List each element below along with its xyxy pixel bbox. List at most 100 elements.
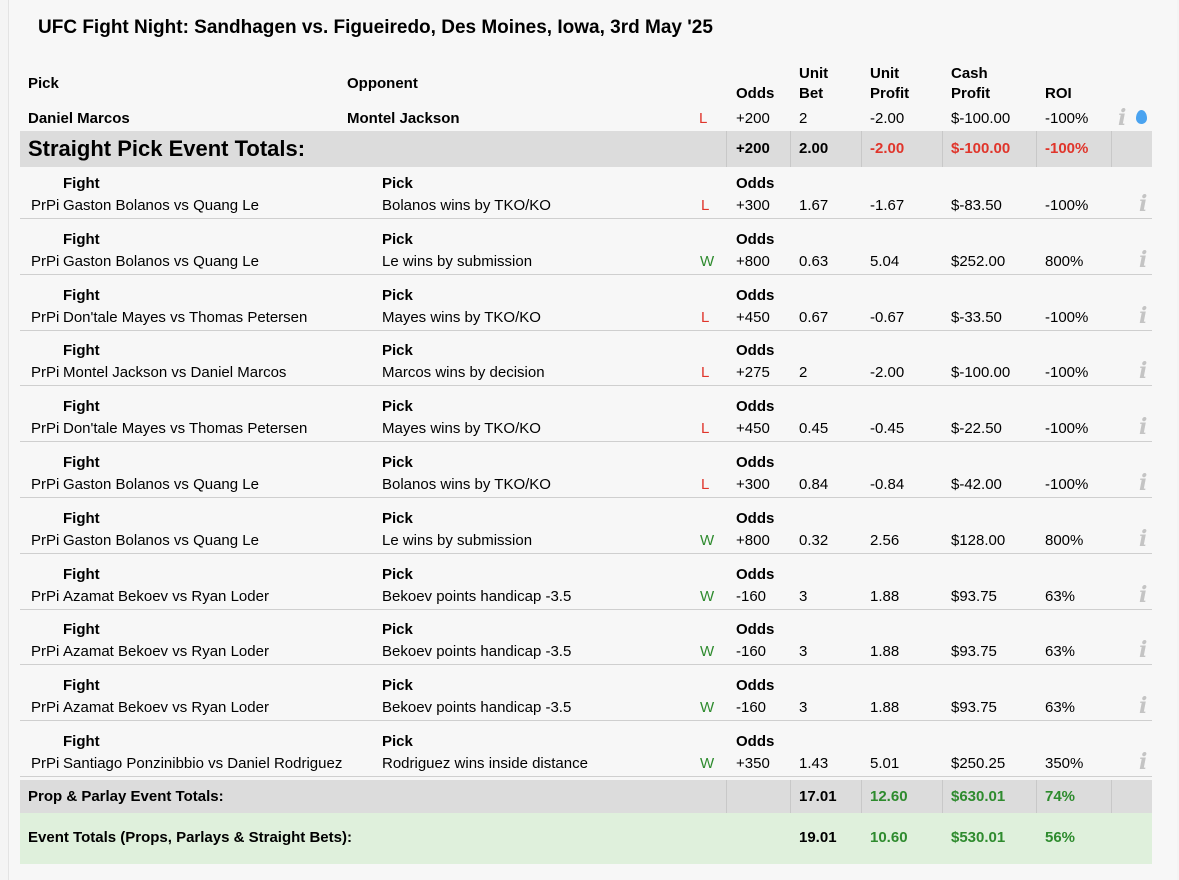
event-title: UFC Fight Night: Sandhagen vs. Figueired… bbox=[38, 17, 713, 38]
column-divider bbox=[1111, 131, 1112, 167]
straight-opponent-name: Montel Jackson bbox=[347, 110, 460, 127]
row-divider bbox=[20, 609, 1152, 610]
info-icon[interactable]: i bbox=[1139, 247, 1148, 273]
event-totals-roi: 56% bbox=[1045, 829, 1076, 846]
prop-odds: -160 bbox=[736, 643, 767, 660]
prop-unit-profit: -2.00 bbox=[870, 364, 905, 381]
prop-fight: Gaston Bolanos vs Quang Le bbox=[63, 476, 259, 493]
column-divider bbox=[726, 131, 727, 167]
prop-roi: 63% bbox=[1045, 699, 1076, 716]
prop-pick: Bekoev points handicap -3.5 bbox=[382, 643, 572, 660]
prop-unit-bet: 3 bbox=[799, 699, 808, 716]
info-icon[interactable]: i bbox=[1139, 582, 1148, 608]
header-opponent: Opponent bbox=[347, 75, 418, 92]
prop-header-fight: Fight bbox=[63, 677, 100, 694]
header-cash-profit-top: Cash bbox=[951, 65, 988, 82]
prop-header-odds: Odds bbox=[736, 510, 775, 527]
row-divider bbox=[20, 776, 1152, 777]
info-icon[interactable]: i bbox=[1139, 526, 1148, 552]
prop-pick: Bolanos wins by TKO/KO bbox=[382, 476, 551, 493]
info-icon[interactable]: i bbox=[1139, 749, 1148, 775]
prop-header-odds: Odds bbox=[736, 677, 775, 694]
row-divider bbox=[20, 664, 1152, 665]
row-divider bbox=[20, 218, 1152, 219]
prop-unit-profit: 1.88 bbox=[870, 643, 900, 660]
info-icon[interactable]: i bbox=[1139, 637, 1148, 663]
prop-odds: +800 bbox=[736, 253, 770, 270]
prop-fight: Azamat Bekoev vs Ryan Loder bbox=[63, 699, 269, 716]
prop-odds: -160 bbox=[736, 588, 767, 605]
header-pick: Pick bbox=[28, 75, 59, 92]
prop-cash-profit: $128.00 bbox=[951, 532, 1006, 549]
column-divider bbox=[790, 131, 791, 167]
info-icon[interactable]: i bbox=[1118, 105, 1127, 131]
prop-header-pick: Pick bbox=[382, 510, 413, 527]
event-totals-unit-profit: 10.60 bbox=[870, 829, 908, 846]
info-icon[interactable]: i bbox=[1139, 693, 1148, 719]
prop-result: W bbox=[700, 253, 715, 270]
prop-cash-profit: $250.25 bbox=[951, 755, 1006, 772]
header-odds: Odds bbox=[736, 85, 775, 102]
prop-result: W bbox=[700, 643, 715, 660]
prop-pick: Mayes wins by TKO/KO bbox=[382, 420, 541, 437]
prop-unit-profit: 1.88 bbox=[870, 699, 900, 716]
water-drop-icon[interactable] bbox=[1136, 110, 1147, 124]
prop-cash-profit: $-22.50 bbox=[951, 420, 1002, 437]
info-icon[interactable]: i bbox=[1139, 470, 1148, 496]
column-divider bbox=[1036, 131, 1037, 167]
straight-totals-unit-bet: 2.00 bbox=[799, 140, 829, 157]
prop-prefix: PrPi bbox=[31, 364, 60, 381]
prop-unit-profit: 5.04 bbox=[870, 253, 900, 270]
prop-prefix: PrPi bbox=[31, 755, 60, 772]
prop-totals-label: Prop & Parlay Event Totals: bbox=[28, 788, 224, 805]
prop-result: L bbox=[701, 309, 710, 326]
prop-roi: -100% bbox=[1045, 364, 1089, 381]
prop-cash-profit: $93.75 bbox=[951, 699, 997, 716]
prop-fight: Gaston Bolanos vs Quang Le bbox=[63, 253, 259, 270]
prop-header-fight: Fight bbox=[63, 398, 100, 415]
prop-result: L bbox=[701, 197, 710, 214]
straight-totals-label: Straight Pick Event Totals: bbox=[28, 136, 306, 161]
info-icon[interactable]: i bbox=[1139, 414, 1148, 440]
prop-totals-unit-profit: 12.60 bbox=[870, 788, 908, 805]
row-divider bbox=[20, 330, 1152, 331]
prop-odds: +800 bbox=[736, 532, 770, 549]
prop-pick: Mayes wins by TKO/KO bbox=[382, 309, 541, 326]
straight-result: L bbox=[699, 110, 708, 127]
prop-result: W bbox=[700, 532, 715, 549]
prop-header-odds: Odds bbox=[736, 733, 775, 750]
straight-unit-bet: 2 bbox=[799, 110, 808, 127]
column-divider bbox=[942, 131, 943, 167]
prop-roi: -100% bbox=[1045, 197, 1089, 214]
prop-odds: +350 bbox=[736, 755, 770, 772]
prop-result: W bbox=[700, 588, 715, 605]
column-divider bbox=[1111, 780, 1112, 813]
prop-odds: +450 bbox=[736, 420, 770, 437]
prop-totals-roi: 74% bbox=[1045, 788, 1076, 805]
header-unit-bet-bottom: Bet bbox=[799, 85, 824, 102]
prop-odds: +450 bbox=[736, 309, 770, 326]
prop-header-odds: Odds bbox=[736, 287, 775, 304]
prop-header-fight: Fight bbox=[63, 621, 100, 638]
prop-prefix: PrPi bbox=[31, 197, 60, 214]
row-divider bbox=[20, 553, 1152, 554]
prop-result: L bbox=[701, 420, 710, 437]
prop-pick: Bekoev points handicap -3.5 bbox=[382, 699, 572, 716]
prop-roi: 63% bbox=[1045, 588, 1076, 605]
info-icon[interactable]: i bbox=[1139, 303, 1148, 329]
prop-pick: Rodriguez wins inside distance bbox=[382, 755, 588, 772]
straight-totals-cash-profit: $-100.00 bbox=[951, 140, 1011, 157]
prop-header-fight: Fight bbox=[63, 454, 100, 471]
prop-header-pick: Pick bbox=[382, 287, 413, 304]
prop-unit-bet: 0.32 bbox=[799, 532, 829, 549]
prop-header-pick: Pick bbox=[382, 175, 413, 192]
info-icon[interactable]: i bbox=[1139, 358, 1148, 384]
prop-unit-profit: -0.84 bbox=[870, 476, 905, 493]
column-divider bbox=[790, 780, 791, 813]
prop-header-odds: Odds bbox=[736, 342, 775, 359]
info-icon[interactable]: i bbox=[1139, 191, 1148, 217]
prop-roi: -100% bbox=[1045, 309, 1089, 326]
prop-odds: +300 bbox=[736, 476, 770, 493]
column-divider bbox=[1036, 780, 1037, 813]
